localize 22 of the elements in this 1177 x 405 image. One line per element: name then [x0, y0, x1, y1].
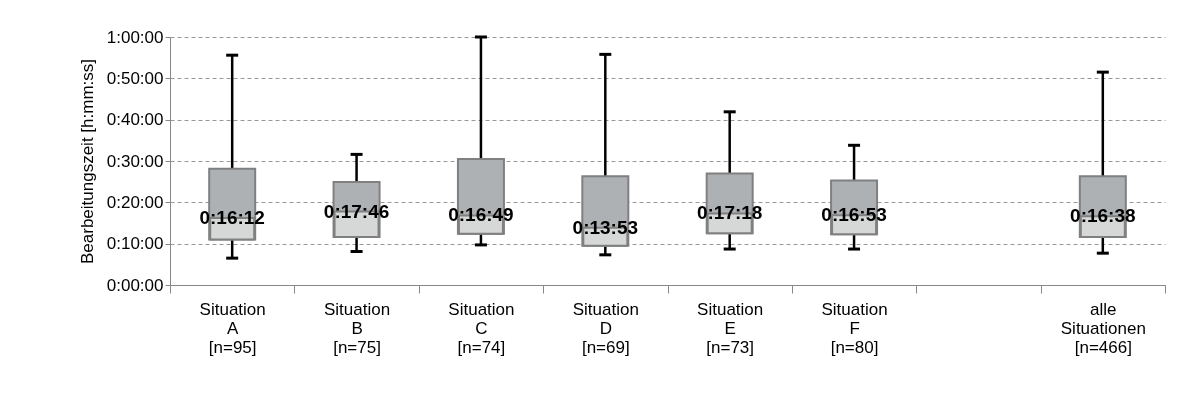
- annotation: 0:17:18: [696, 202, 763, 224]
- x-tick-label: Situation B [n=75]: [323, 299, 391, 357]
- x-tick-label: Situation D [n=69]: [572, 299, 639, 357]
- y-tick-label: 0:00:00: [106, 275, 164, 295]
- y-tick-label: 1:00:00: [106, 27, 164, 47]
- x-tick-label: Situation A [n=95]: [199, 299, 266, 357]
- y-tick-label: 0:20:00: [106, 192, 164, 212]
- annotation: 0:16:12: [199, 207, 265, 229]
- y-axis-title: Bearbeitungszeit [h:mm:ss]: [77, 58, 97, 265]
- annotation: 0:17:46: [323, 200, 390, 222]
- y-tick-label: 0:50:00: [106, 68, 164, 88]
- y-tick-label: 0:10:00: [106, 234, 164, 254]
- y-tick-label: 0:40:00: [106, 110, 164, 130]
- annotation: 0:16:38: [1070, 205, 1136, 227]
- x-tick-label: alle Situationen [n=466]: [1060, 299, 1146, 357]
- x-tick-label: Situation F [n=80]: [821, 299, 888, 357]
- annotation: 0:16:53: [821, 204, 887, 226]
- annotation: 0:16:49: [448, 204, 514, 226]
- annotation: 0:13:53: [572, 216, 639, 238]
- x-tick-label: Situation E [n=73]: [697, 299, 764, 357]
- y-tick-label: 0:30:00: [106, 151, 164, 171]
- x-tick-label: Situation C [n=74]: [448, 299, 515, 357]
